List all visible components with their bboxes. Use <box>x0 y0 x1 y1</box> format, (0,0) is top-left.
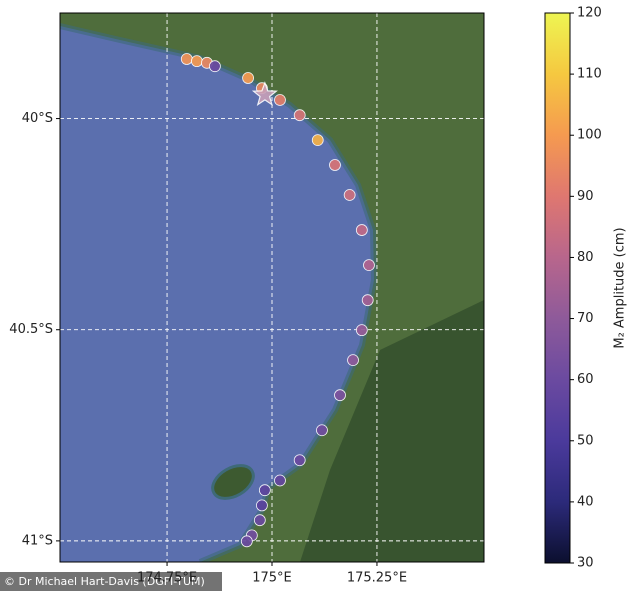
track-point <box>334 389 346 402</box>
colorbar <box>544 12 571 564</box>
track-point <box>293 109 306 122</box>
track-point <box>347 354 359 367</box>
track-point <box>240 535 253 548</box>
track-point <box>274 474 286 487</box>
colorbar-tick-label: 30 <box>577 556 594 571</box>
y-tick-label: 40.5°S <box>9 322 53 337</box>
x-tick-label: 175.25°E <box>347 571 407 586</box>
colorbar-tick-label: 80 <box>577 250 594 265</box>
colorbar-tick-label: 100 <box>577 128 602 143</box>
colorbar-tick-label: 60 <box>577 372 594 387</box>
x-tick-label: 175°E <box>252 571 292 586</box>
colorbar-tick-label: 50 <box>577 433 594 448</box>
colorbar-label: M₂ Amplitude (cm) <box>613 227 628 348</box>
colorbar-tick-label: 120 <box>577 6 602 21</box>
track-point <box>274 94 286 106</box>
track-point <box>316 424 328 437</box>
track-point <box>256 499 268 512</box>
x-tick-label: 174.75°E <box>137 571 197 586</box>
coastline <box>60 23 378 562</box>
colorbar-tick-label: 40 <box>577 494 594 509</box>
island <box>211 464 255 500</box>
track-point <box>361 294 374 307</box>
colorbar-tick-label: 70 <box>577 311 594 326</box>
colorbar-tick-label: 90 <box>577 189 594 204</box>
track-point <box>253 514 266 527</box>
track-point <box>242 72 254 84</box>
track-point <box>293 454 306 467</box>
credit-bg <box>0 572 222 591</box>
track-point <box>329 159 341 171</box>
track-point <box>355 224 368 236</box>
ranges <box>300 300 484 562</box>
track <box>180 53 375 548</box>
track-point <box>311 134 324 147</box>
colorbar-tick-label: 110 <box>577 67 602 82</box>
track-point <box>355 324 368 337</box>
track-point <box>209 60 221 73</box>
y-tick-label: 40°S <box>22 111 53 126</box>
track-point <box>258 484 271 497</box>
y-tick-label: 41°S <box>22 533 53 548</box>
track-point <box>180 53 193 65</box>
track-point <box>343 189 356 201</box>
star-marker <box>251 81 278 107</box>
credit: © Dr Michael Hart-Davis (DGFI-TUM) <box>4 575 205 588</box>
track-point <box>363 259 375 272</box>
track-point <box>190 55 203 68</box>
